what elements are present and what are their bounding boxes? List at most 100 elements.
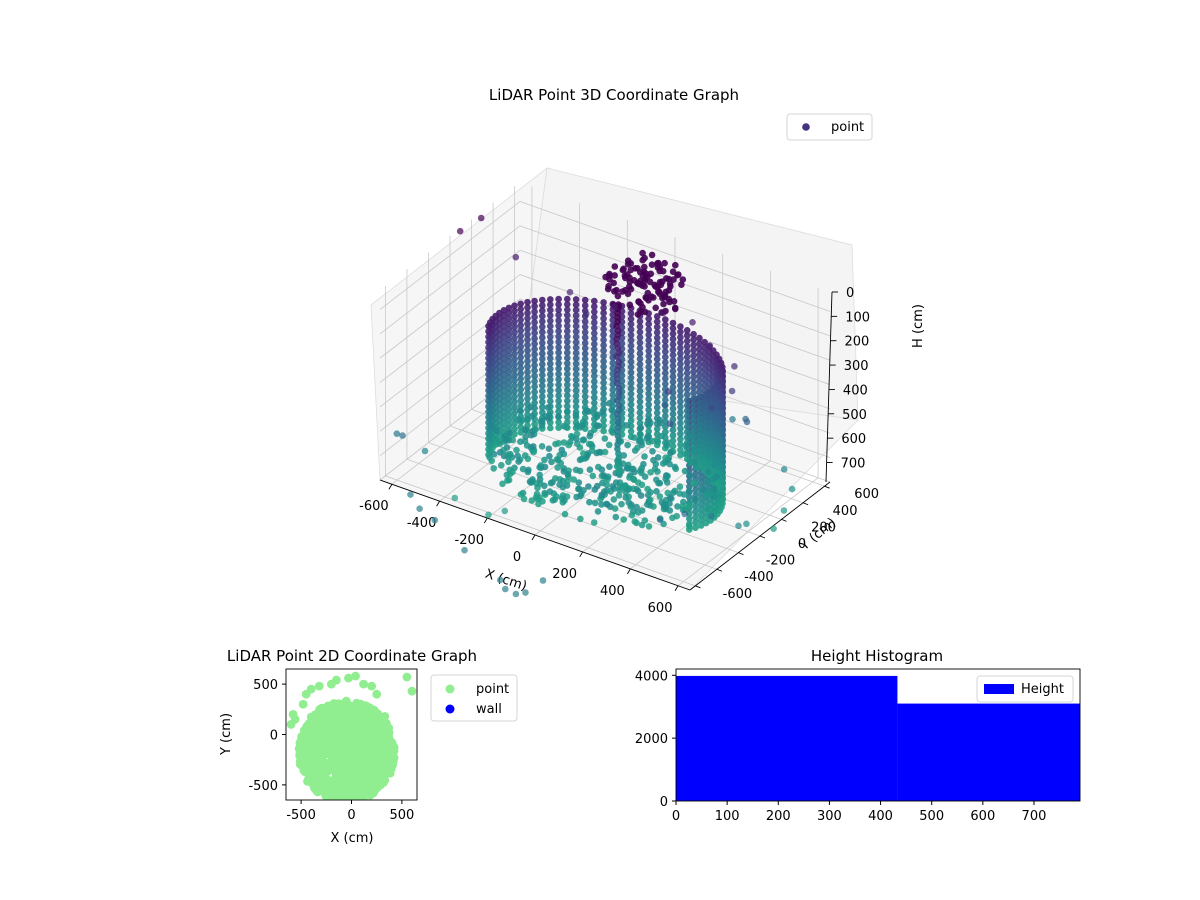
data-point xyxy=(371,730,381,740)
data-point xyxy=(547,387,554,394)
data-point xyxy=(300,767,310,776)
data-point xyxy=(485,354,492,362)
data-point xyxy=(555,333,562,340)
data-point xyxy=(546,411,553,419)
data-point xyxy=(511,398,518,406)
data-point xyxy=(636,382,644,390)
data-point xyxy=(627,320,635,328)
data-point xyxy=(572,360,580,368)
data-point xyxy=(669,432,677,439)
data-point xyxy=(572,296,580,303)
data-point xyxy=(636,393,644,400)
data-point xyxy=(636,414,644,422)
data-point xyxy=(555,408,562,415)
data-point xyxy=(505,342,513,349)
data-point xyxy=(485,403,492,410)
data-point xyxy=(627,412,635,419)
data-point xyxy=(451,494,459,502)
data-point xyxy=(539,577,547,584)
data-point xyxy=(595,463,602,471)
data-point xyxy=(653,334,661,342)
data-point xyxy=(517,402,524,409)
data-point xyxy=(321,783,330,793)
data-point xyxy=(600,347,607,354)
data-point xyxy=(677,441,684,448)
data-point xyxy=(647,270,655,278)
data-point xyxy=(340,698,349,708)
data-point xyxy=(669,410,677,418)
data-point xyxy=(539,323,546,331)
data-point xyxy=(485,381,492,389)
data-point xyxy=(690,400,697,408)
data-point xyxy=(555,354,562,362)
grid-line xyxy=(385,475,696,587)
data-point xyxy=(572,387,580,394)
data-point xyxy=(636,387,644,395)
data-point xyxy=(524,390,531,397)
data-point xyxy=(600,368,607,376)
data-point xyxy=(646,278,654,286)
data-point xyxy=(716,491,724,499)
data-point xyxy=(531,362,538,369)
x-tick-mark-3d xyxy=(579,551,584,558)
data-point xyxy=(683,359,691,366)
data-point xyxy=(339,707,349,717)
data-point xyxy=(539,387,546,395)
data-point xyxy=(591,367,598,375)
data-point xyxy=(666,420,674,428)
data-point xyxy=(604,285,612,293)
z-tick-label-3d: 400 xyxy=(843,383,868,398)
data-point xyxy=(511,313,518,320)
data-point xyxy=(555,301,562,308)
data-point xyxy=(351,671,360,681)
data-point xyxy=(661,259,668,267)
data-point xyxy=(505,304,513,312)
data-point xyxy=(356,748,366,758)
data-point xyxy=(547,371,554,378)
data-point xyxy=(581,296,589,304)
data-point xyxy=(659,460,667,467)
data-point xyxy=(577,515,584,523)
data-point xyxy=(511,307,518,315)
data-point xyxy=(431,516,439,524)
data-point xyxy=(686,494,693,501)
data-point xyxy=(606,272,613,279)
data-point xyxy=(701,414,708,421)
data-point xyxy=(547,360,554,368)
data-point xyxy=(502,585,509,593)
data-point xyxy=(671,487,679,495)
data-point xyxy=(598,491,605,499)
data-point xyxy=(620,516,627,523)
data-point xyxy=(708,404,716,412)
x-tick-mark-3d xyxy=(436,500,441,507)
data-point xyxy=(677,371,684,379)
data-point xyxy=(547,301,554,309)
data-point xyxy=(600,427,607,435)
data-point xyxy=(539,312,546,320)
data-point xyxy=(683,396,691,404)
data-point xyxy=(701,419,708,426)
data-point xyxy=(555,311,562,319)
data-point xyxy=(346,774,355,784)
data-point xyxy=(531,308,538,316)
data-point xyxy=(524,347,531,354)
data-point xyxy=(662,475,669,483)
data-point xyxy=(609,418,617,426)
data-point xyxy=(598,501,605,508)
data-point xyxy=(539,377,546,384)
data-point xyxy=(701,376,708,384)
data-point xyxy=(696,425,703,433)
y-tick-label-3d: -600 xyxy=(723,587,753,602)
data-point xyxy=(564,413,571,421)
data-point xyxy=(652,283,659,290)
chart-2d-legend: point wall xyxy=(430,674,518,722)
data-point xyxy=(539,355,546,363)
data-point xyxy=(655,479,662,487)
data-point xyxy=(677,366,684,373)
data-point xyxy=(572,312,580,319)
data-point xyxy=(304,737,313,747)
data-point xyxy=(653,318,661,326)
data-point xyxy=(496,449,504,456)
data-point xyxy=(676,490,683,497)
data-point xyxy=(511,404,518,411)
